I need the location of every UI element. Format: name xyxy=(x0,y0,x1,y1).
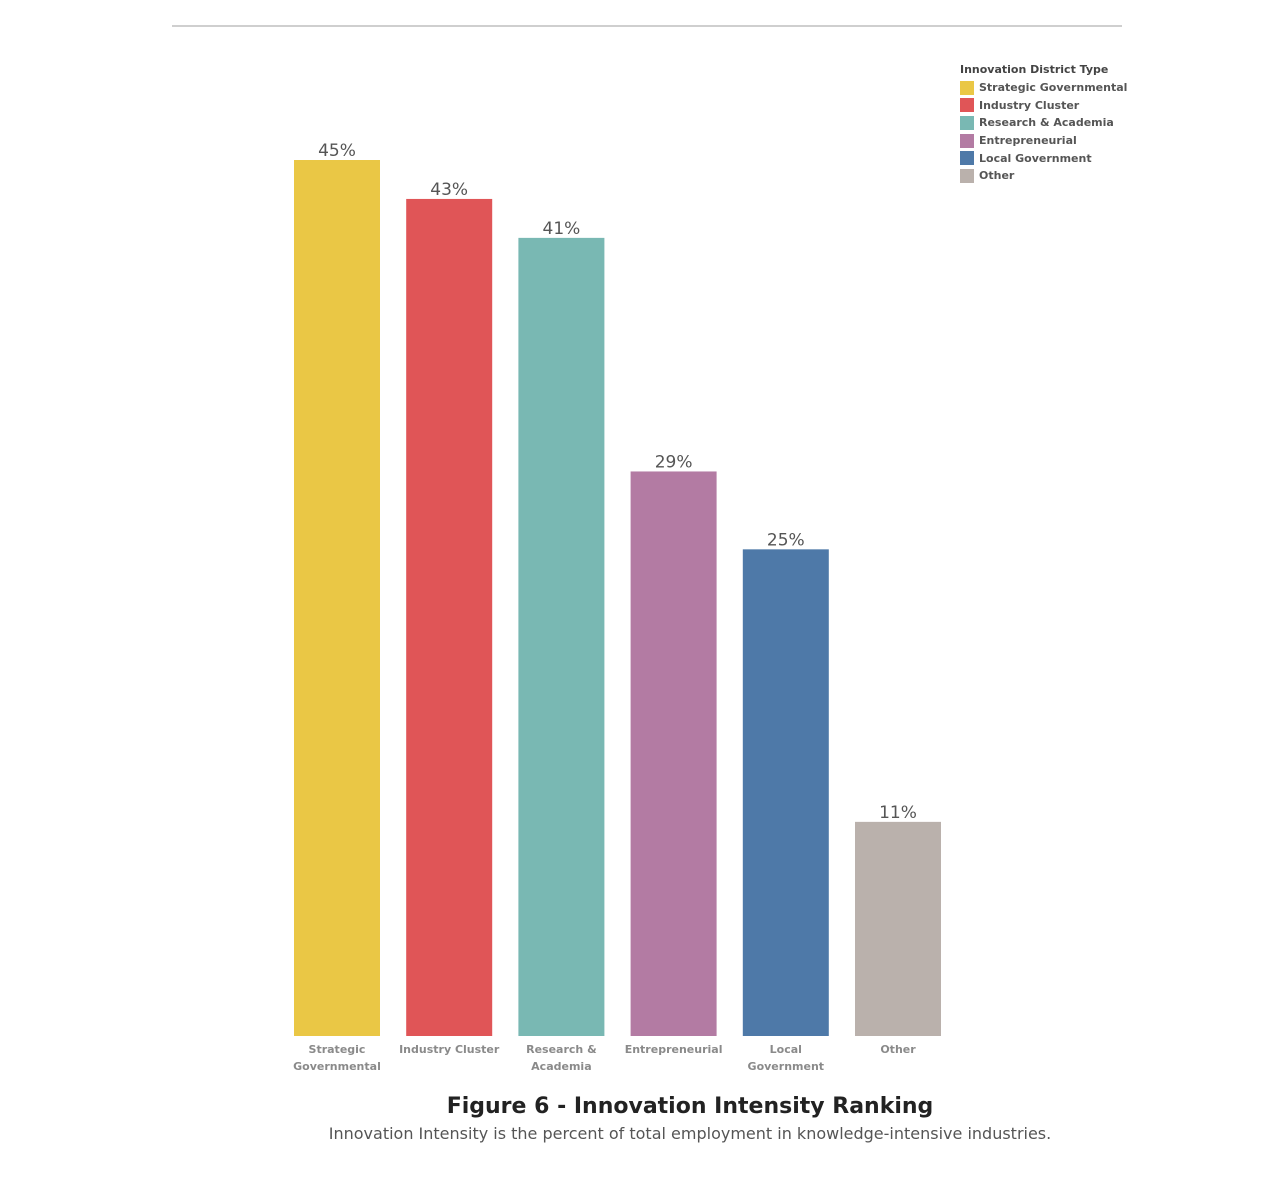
value-label-5: 11% xyxy=(879,803,917,823)
bars-group xyxy=(294,160,941,1036)
legend-items: Strategic Governmental Industry Cluster Re… xyxy=(960,79,1150,185)
category-label-1: Industry Cluster xyxy=(399,1043,500,1056)
category-labels-group: Strategic Governmental Industry Cluster Res… xyxy=(293,1043,916,1073)
legend-swatch-3 xyxy=(960,133,974,148)
bar-5 xyxy=(855,821,941,1036)
figure-title: Figure 6 - Innovation Intensity Ranking xyxy=(446,1094,934,1119)
legend-label-2: Research & Academia xyxy=(979,116,1114,130)
legend-swatch-4 xyxy=(960,151,974,166)
bar-3 xyxy=(630,471,717,1036)
figure-subtitle: Innovation Intensity is the percent of t… xyxy=(328,1124,1052,1143)
top-divider xyxy=(172,25,1122,27)
bar-1 xyxy=(406,198,493,1036)
legend-title: Innovation District Type xyxy=(960,63,1109,76)
legend-item-5: Other xyxy=(960,167,1150,185)
bar-0 xyxy=(294,160,380,1036)
bar-2 xyxy=(518,237,605,1036)
legend-swatch-1 xyxy=(960,98,974,113)
legend-swatch-0 xyxy=(960,80,974,95)
value-label-4: 25% xyxy=(767,530,805,550)
legend-label-1: Industry Cluster xyxy=(979,98,1080,112)
value-label-0: 45% xyxy=(318,141,356,161)
legend-label-4: Local Government xyxy=(979,151,1092,165)
bar-4 xyxy=(742,549,829,1036)
category-label-5: Other xyxy=(880,1043,916,1056)
category-label-0: Strategic Governmental xyxy=(293,1043,381,1073)
category-label-2: Research & Academia xyxy=(526,1043,597,1073)
legend-item-4: Local Government xyxy=(960,149,1150,167)
legend-swatch-5 xyxy=(960,168,974,183)
legend: Innovation District Type Strategic Gover… xyxy=(960,62,1150,185)
category-label-3: Entrepreneurial xyxy=(625,1043,723,1056)
legend-swatch-2 xyxy=(960,115,974,130)
legend-label-5: Other xyxy=(979,169,1015,183)
legend-item-1: Industry Cluster xyxy=(960,97,1150,115)
legend-label-0: Strategic Governmental xyxy=(979,81,1128,95)
value-labels-group: 45% 43% 41% 29% 25% 11% xyxy=(318,141,917,823)
legend-item-2: Research & Academia xyxy=(960,114,1150,132)
value-label-2: 41% xyxy=(543,219,581,239)
legend-item-0: Strategic Governmental xyxy=(960,79,1150,97)
value-label-3: 29% xyxy=(655,452,693,472)
legend-item-3: Entrepreneurial xyxy=(960,132,1150,150)
category-label-4: Local Government xyxy=(748,1043,824,1073)
value-label-1: 43% xyxy=(430,180,468,200)
legend-label-3: Entrepreneurial xyxy=(979,134,1077,148)
